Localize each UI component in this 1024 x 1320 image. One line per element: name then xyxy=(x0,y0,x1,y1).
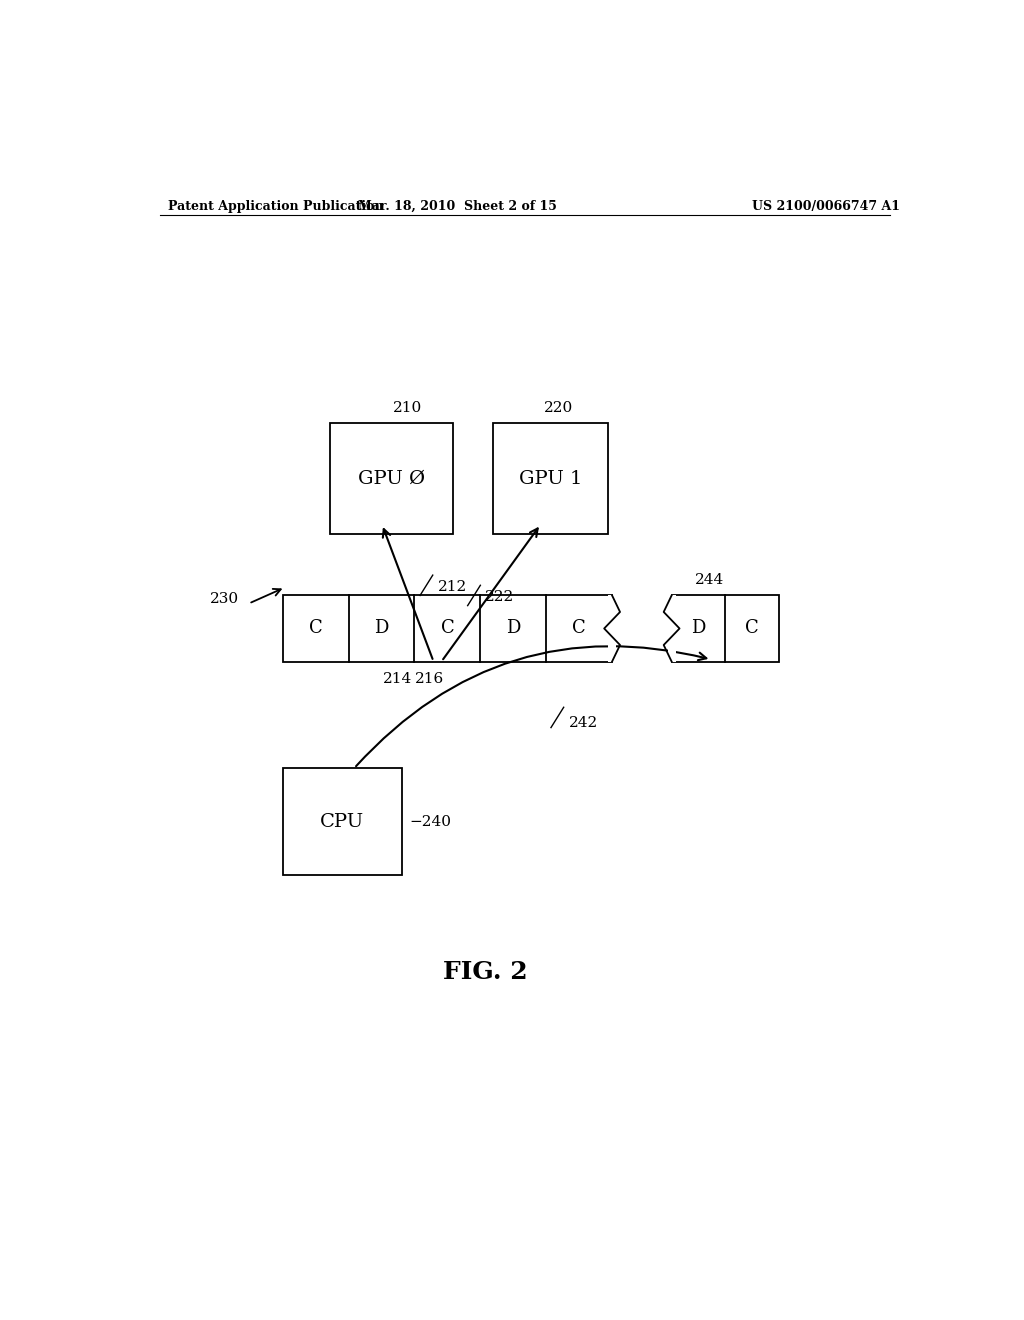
Text: 242: 242 xyxy=(568,715,598,730)
Text: C: C xyxy=(745,619,759,638)
Text: −240: −240 xyxy=(410,814,452,829)
Text: FIG. 2: FIG. 2 xyxy=(442,960,527,983)
Text: 222: 222 xyxy=(485,590,514,605)
Text: 216: 216 xyxy=(415,672,444,685)
Text: CPU: CPU xyxy=(321,813,365,830)
Text: D: D xyxy=(375,619,389,638)
Text: C: C xyxy=(572,619,586,638)
Text: Mar. 18, 2010  Sheet 2 of 15: Mar. 18, 2010 Sheet 2 of 15 xyxy=(358,199,557,213)
FancyArrowPatch shape xyxy=(356,647,707,766)
Bar xyxy=(608,595,616,661)
Bar xyxy=(331,422,454,535)
Bar xyxy=(668,595,676,661)
Text: GPU Ø: GPU Ø xyxy=(358,470,425,487)
Text: Patent Application Publication: Patent Application Publication xyxy=(168,199,383,213)
Text: 244: 244 xyxy=(694,573,724,587)
Bar xyxy=(672,595,779,661)
Text: C: C xyxy=(440,619,455,638)
Text: US 2100/0066747 A1: US 2100/0066747 A1 xyxy=(753,199,900,213)
Text: GPU 1: GPU 1 xyxy=(519,470,583,487)
Text: 210: 210 xyxy=(393,400,422,414)
Text: D: D xyxy=(506,619,520,638)
Text: 214: 214 xyxy=(383,672,413,685)
Bar xyxy=(283,595,612,661)
Bar xyxy=(283,768,401,875)
Bar xyxy=(494,422,608,535)
Text: 230: 230 xyxy=(210,591,240,606)
Text: D: D xyxy=(691,619,706,638)
Text: 212: 212 xyxy=(437,581,467,594)
Text: 220: 220 xyxy=(544,400,573,414)
Text: C: C xyxy=(309,619,323,638)
